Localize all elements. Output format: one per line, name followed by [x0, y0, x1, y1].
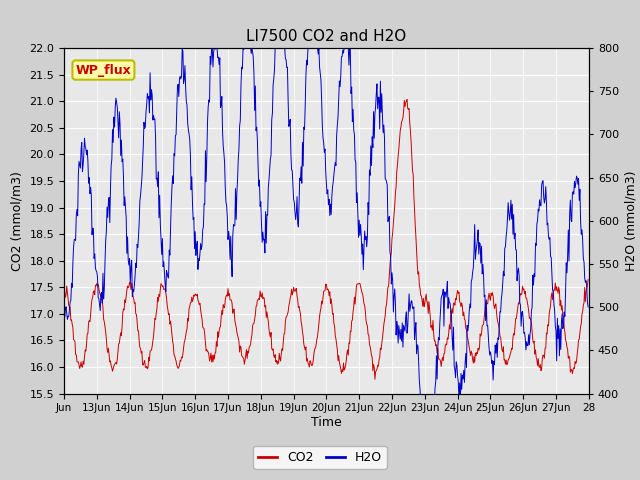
- Legend: CO2, H2O: CO2, H2O: [253, 446, 387, 469]
- Title: LI7500 CO2 and H2O: LI7500 CO2 and H2O: [246, 29, 406, 44]
- X-axis label: Time: Time: [311, 416, 342, 429]
- Text: WP_flux: WP_flux: [76, 63, 131, 76]
- Y-axis label: CO2 (mmol/m3): CO2 (mmol/m3): [11, 171, 24, 271]
- Y-axis label: H2O (mmol/m3): H2O (mmol/m3): [625, 170, 637, 271]
